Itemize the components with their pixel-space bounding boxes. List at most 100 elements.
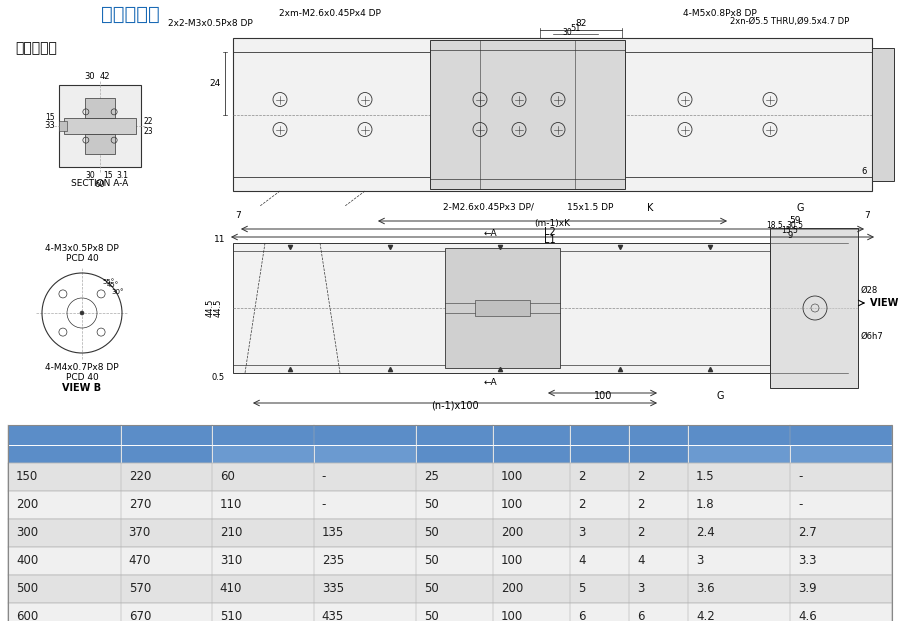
Bar — [59, 85, 141, 167]
Text: 200: 200 — [501, 582, 523, 596]
Text: 410: 410 — [220, 582, 242, 596]
Text: 51: 51 — [571, 24, 581, 33]
Text: -: - — [798, 471, 803, 484]
Text: 220: 220 — [129, 471, 151, 484]
Text: G: G — [796, 203, 804, 213]
Text: G (mm): G (mm) — [434, 430, 474, 440]
Text: -: - — [322, 499, 326, 512]
Text: 2: 2 — [578, 499, 586, 512]
Text: 45°: 45° — [106, 283, 119, 288]
Text: 15: 15 — [45, 114, 55, 122]
Text: A2 ブロック: A2 ブロック — [344, 449, 385, 459]
Text: 9: 9 — [788, 231, 793, 240]
Text: 15.5: 15.5 — [781, 226, 798, 235]
Bar — [233, 38, 872, 191]
Text: 4-M3x0.5Px8 DP: 4-M3x0.5Px8 DP — [45, 244, 119, 253]
Text: ←A: ←A — [483, 378, 497, 387]
Text: 4.2: 4.2 — [697, 610, 715, 621]
Text: 15x1.5 DP: 15x1.5 DP — [567, 203, 613, 212]
Bar — [8, 519, 892, 547]
Text: 全長 L1: 全長 L1 — [152, 430, 180, 440]
Text: K (mm): K (mm) — [511, 430, 552, 440]
Text: 150: 150 — [16, 471, 38, 484]
Text: 1.5: 1.5 — [697, 471, 715, 484]
Text: (m-1)xK: (m-1)xK — [534, 219, 570, 228]
Text: 400: 400 — [16, 555, 38, 568]
Text: 1.8: 1.8 — [697, 499, 715, 512]
Text: 50: 50 — [424, 527, 438, 540]
Bar — [64, 118, 136, 134]
Bar — [790, 445, 892, 463]
Bar — [59, 121, 67, 131]
Text: Ø6h7: Ø6h7 — [861, 332, 884, 340]
Text: 670: 670 — [129, 610, 151, 621]
Text: 30°: 30° — [112, 289, 124, 295]
Text: 135: 135 — [322, 527, 344, 540]
Bar — [770, 228, 858, 388]
Text: (n-1)x100: (n-1)x100 — [431, 401, 479, 411]
Bar — [8, 445, 121, 463]
Text: 100: 100 — [501, 499, 523, 512]
Text: 200: 200 — [501, 527, 523, 540]
Text: 7: 7 — [864, 212, 870, 220]
Text: 44.5: 44.5 — [214, 299, 223, 317]
Text: 23: 23 — [144, 127, 154, 135]
Text: 100: 100 — [501, 471, 523, 484]
Bar — [85, 134, 115, 154]
Bar — [571, 445, 629, 463]
Text: カバーなし: カバーなし — [15, 41, 57, 55]
Text: 570: 570 — [129, 582, 151, 596]
Text: 3.6: 3.6 — [697, 582, 715, 596]
Text: 235: 235 — [322, 555, 344, 568]
Text: m: m — [653, 430, 663, 440]
Text: 100: 100 — [501, 555, 523, 568]
Text: 100: 100 — [501, 610, 523, 621]
Text: 11: 11 — [213, 235, 225, 243]
Text: K: K — [647, 203, 653, 213]
Text: 0.5: 0.5 — [212, 373, 225, 381]
Bar — [8, 463, 892, 491]
Bar — [8, 547, 892, 575]
Bar — [121, 445, 212, 463]
Text: 300: 300 — [16, 527, 38, 540]
Text: 60: 60 — [220, 471, 235, 484]
Bar — [493, 445, 571, 463]
Text: 15: 15 — [104, 171, 112, 180]
Text: 4-M4x0.7Px8 DP: 4-M4x0.7Px8 DP — [45, 363, 119, 372]
Bar — [314, 445, 416, 463]
Text: 470: 470 — [129, 555, 151, 568]
Text: 4: 4 — [637, 555, 644, 568]
Text: 4-M5x0.8Px8 DP: 4-M5x0.8Px8 DP — [683, 9, 757, 18]
Text: L1: L1 — [544, 235, 556, 245]
Text: 3.9: 3.9 — [798, 582, 816, 596]
Text: 2: 2 — [637, 499, 644, 512]
Text: 2.4: 2.4 — [697, 527, 715, 540]
Text: 50: 50 — [424, 499, 438, 512]
Bar — [8, 425, 121, 445]
Text: n: n — [596, 430, 603, 440]
Text: 22: 22 — [144, 117, 154, 125]
Text: 2.7: 2.7 — [798, 527, 817, 540]
Text: A2 ブロック: A2 ブロック — [821, 449, 861, 459]
Text: 310: 310 — [220, 555, 242, 568]
Bar — [8, 425, 892, 621]
Text: 18.5: 18.5 — [767, 221, 783, 230]
Text: 33: 33 — [44, 122, 55, 130]
Text: 2-M2.6x0.45Px3 DP/: 2-M2.6x0.45Px3 DP/ — [443, 203, 534, 212]
Bar — [872, 48, 894, 181]
Text: 200: 200 — [16, 499, 38, 512]
Text: 50: 50 — [424, 610, 438, 621]
Text: 2: 2 — [578, 471, 586, 484]
Bar — [85, 98, 115, 118]
Text: 3.1: 3.1 — [116, 171, 128, 180]
Text: 3: 3 — [697, 555, 704, 568]
Text: PCD 40: PCD 40 — [66, 373, 98, 382]
Text: 2: 2 — [637, 471, 644, 484]
Text: VIEW B: VIEW B — [62, 383, 102, 393]
Text: 600: 600 — [16, 610, 38, 621]
Text: VIEW B: VIEW B — [870, 298, 900, 308]
Circle shape — [80, 311, 84, 315]
Text: 30: 30 — [86, 171, 94, 180]
Bar — [493, 425, 571, 445]
Text: 2: 2 — [637, 527, 644, 540]
